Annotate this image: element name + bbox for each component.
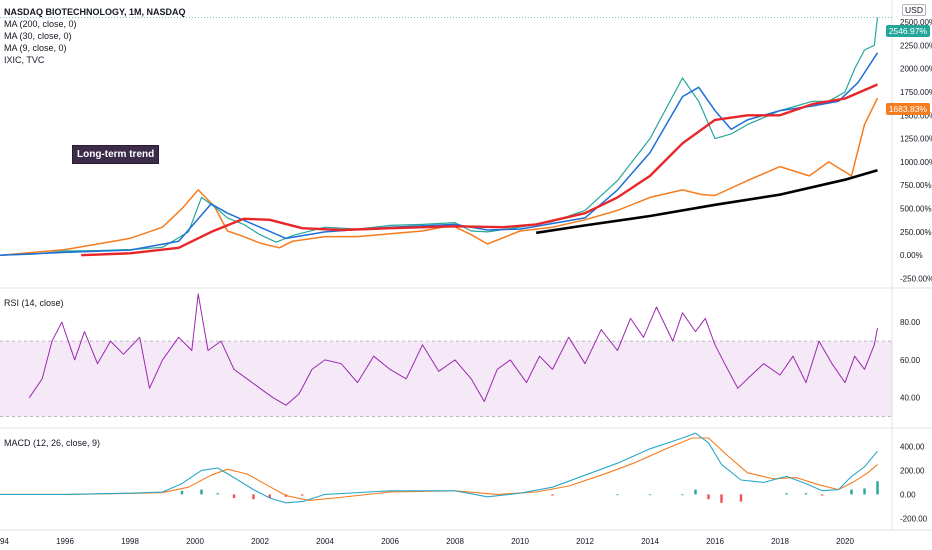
macd-histogram-bar [694, 489, 697, 495]
time-axis-tick-label: 2010 [511, 537, 529, 546]
time-axis-tick-label: 1998 [121, 537, 139, 546]
macd-histogram-bar [268, 494, 271, 498]
legend-ma9: MA (9, close, 0) [4, 43, 67, 53]
time-axis-tick-label: 2014 [641, 537, 659, 546]
macd-histogram-bar [551, 494, 554, 496]
macd-histogram-bar [739, 494, 743, 502]
macd-axis-tick-label: 200.00 [900, 466, 925, 475]
macd-histogram-bar [720, 494, 723, 503]
price-axis-tick-label: 2000.00% [900, 65, 932, 74]
time-axis-tick-label: 2008 [446, 537, 464, 546]
price-axis-tick-label: 0.00% [900, 251, 923, 260]
macd-histogram-bar [681, 494, 684, 496]
price-axis-tick-label: -250.00% [900, 275, 932, 284]
price-legend: NASDAQ BIOTECHNOLOGY, 1M, NASDAQ MA (200… [4, 6, 186, 66]
macd-histogram-bar [200, 489, 203, 495]
price-axis-tick-label: 750.00% [900, 181, 932, 190]
rsi-axis-tick-label: 60.00 [900, 356, 921, 365]
macd-histogram-bar [616, 494, 619, 496]
macd-histogram-bar [804, 493, 808, 495]
macd-axis-tick-label: 400.00 [900, 442, 925, 451]
rsi-axis-tick-label: 80.00 [900, 318, 921, 327]
price-axis-tick-label: 2500.00% [900, 18, 932, 27]
macd-histogram-bar [821, 494, 824, 496]
rsi-band [0, 341, 892, 417]
time-axis-tick-label: 2006 [381, 537, 399, 546]
macd-histogram-bar [232, 494, 236, 498]
macd-signal-line [0, 437, 878, 501]
price-axis-tick-label: 500.00% [900, 205, 932, 214]
time-axis-tick-label: 1996 [56, 537, 74, 546]
macd-histogram-bar [785, 493, 788, 495]
ma30-line [81, 83, 878, 257]
nbi-price-line [0, 17, 879, 256]
legend-ma200: MA (200, close, 0) [4, 19, 77, 29]
macd-axis-tick-label: -200.00 [900, 514, 928, 523]
price-axis-tick-label: 1000.00% [900, 158, 932, 167]
macd-axis-tick-label: 0.00 [900, 490, 916, 499]
ixic-last-tag: 1683.83% [885, 103, 930, 115]
price-axis-tick-label: 1500.00% [900, 111, 932, 120]
currency-badge[interactable]: USD [902, 4, 926, 16]
time-axis-tick-label: 2016 [706, 537, 724, 546]
price-axis-tick-label: 1750.00% [900, 88, 932, 97]
time-axis-tick-label: 2002 [251, 537, 269, 546]
price-axis-tick-label: 250.00% [900, 228, 932, 237]
time-axis-tick-label: 2020 [836, 537, 854, 546]
macd-histogram-bar [216, 493, 219, 495]
macd-histogram-bar [850, 489, 853, 495]
last-price-tag: 2546.97% [885, 25, 930, 37]
rsi-label: RSI (14, close) [4, 298, 64, 308]
time-axis-tick-label: 1994 [0, 537, 9, 546]
macd-histogram-bar [648, 494, 652, 496]
time-axis-tick-label: 2004 [316, 537, 334, 546]
ma200-line [536, 169, 878, 235]
long-term-trend-annotation[interactable]: Long-term trend [72, 145, 160, 164]
macd-histogram-bar [180, 490, 184, 495]
macd-histogram-bar [876, 481, 879, 495]
legend-ma30: MA (30, close, 0) [4, 31, 72, 41]
legend-title: NASDAQ BIOTECHNOLOGY, 1M, NASDAQ [4, 7, 186, 17]
rsi-line [28, 293, 878, 406]
macd-histogram-bar [301, 494, 304, 496]
rsi-axis-tick-label: 40.00 [900, 394, 921, 403]
macd-histogram-bar [252, 494, 255, 500]
time-axis-tick-label: 2018 [771, 537, 789, 546]
price-axis-tick-label: 1250.00% [900, 135, 932, 144]
price-axis-tick-label: 2250.00% [900, 41, 932, 50]
time-axis-tick-label: 2000 [186, 537, 204, 546]
legend-ixic: IXIC, TVC [4, 55, 45, 65]
macd-histogram-bar [863, 488, 866, 495]
macd-histogram-bar [707, 494, 710, 500]
macd-label: MACD (12, 26, close, 9) [4, 438, 101, 448]
macd-line [0, 432, 878, 504]
ma9-line [0, 52, 879, 256]
time-axis-tick-label: 2012 [576, 537, 594, 546]
